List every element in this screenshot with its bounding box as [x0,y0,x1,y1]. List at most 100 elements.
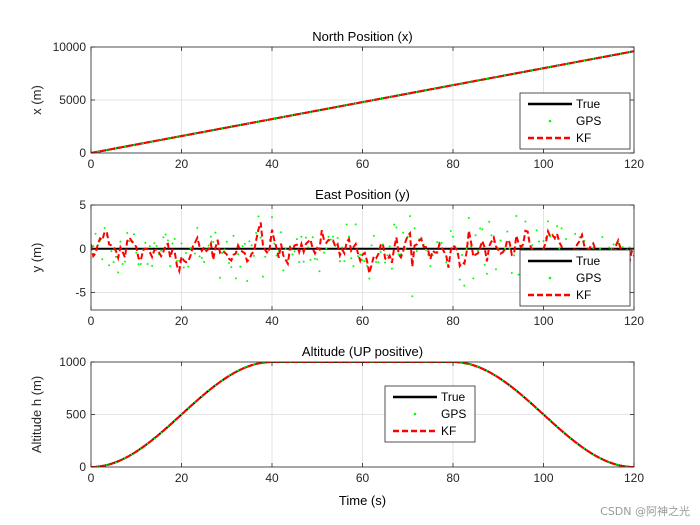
gps-point [343,260,346,263]
gps-point [92,245,95,248]
gps-point [524,220,527,223]
x-tick-label: 60 [356,157,370,171]
gps-point [531,244,534,247]
gps-point [366,264,369,267]
gps-point [128,240,131,243]
gps-point [151,264,154,267]
gps-point [271,216,273,219]
gps-point [232,234,235,237]
gps-point [130,453,133,456]
gps-point [576,442,579,445]
gps-point [318,270,321,273]
gps-point [105,464,108,467]
gps-point [499,239,502,242]
gps-point [535,407,538,410]
legend-box [519,249,631,307]
y-tick-label: 0 [79,460,86,474]
gps-point [164,233,167,236]
gps-point [461,362,464,364]
gps-point [212,129,215,132]
gps-point [243,242,246,245]
gps-point [282,269,285,272]
data-layer [91,50,634,153]
y-tick-label: 500 [66,408,86,422]
gps-point [556,425,559,428]
gps-point [540,67,543,70]
gps-point [169,265,172,268]
x-tick-label: 0 [88,314,95,328]
gps-point [574,232,577,235]
gps-point [617,463,620,466]
gps-point [162,236,165,239]
gps-point [415,250,418,253]
gps-point [239,265,242,268]
legend-box [519,92,631,150]
gps-point [549,65,552,68]
legend-label-gps: GPS [576,271,601,285]
y-axis-label: y (m) [29,243,44,273]
gps-point [458,278,461,281]
gps-point [207,244,210,247]
gps-point [547,220,550,223]
gps-point [228,261,231,264]
gps-point [370,244,373,247]
gps-point [166,239,169,242]
gps-point [445,261,448,264]
gps-point [508,384,511,387]
gps-point [583,59,586,62]
y-tick-label: 10000 [53,40,87,54]
series-kf-line [91,50,634,153]
gps-point [350,257,353,260]
legend: True GPS KF [519,249,631,307]
gps-point [196,226,199,229]
gps-point [345,223,348,226]
gps-point [280,231,283,234]
gps-point [139,263,142,266]
gps-point [436,241,439,244]
gps-point [203,260,206,263]
gps-point [356,255,359,258]
data-layer [91,215,634,298]
gps-point [442,85,445,88]
x-tick-label: 0 [88,157,95,171]
x-tick-label: 100 [533,157,553,171]
gps-point [608,461,611,464]
gps-point [515,389,518,392]
gps-point [255,232,258,235]
legend-gps-swatch [548,119,552,123]
gps-point [148,245,151,248]
gps-point [501,379,504,382]
y-axis-label: x (m) [29,85,44,115]
gps-point [336,105,339,108]
gps-point [621,246,624,249]
gps-point [178,259,181,262]
gps-point [119,240,122,243]
y-tick-label: 0 [79,146,86,160]
gps-point [103,227,106,230]
gps-point [504,74,507,77]
gps-point [302,260,305,263]
y-tick-label: 5 [79,198,86,212]
legend: True GPS KF [519,92,631,150]
gps-point [291,114,294,117]
gps-point [221,127,224,130]
gps-point [388,96,391,99]
gps-point [513,72,516,75]
gps-point [610,248,613,251]
gps-point [354,223,357,226]
gps-point [601,56,604,59]
gps-point [506,230,509,233]
gps-point [203,130,206,133]
gps-point [485,369,488,372]
gps-point [223,248,226,251]
gps-point [307,246,310,249]
gps-point [488,220,491,223]
gps-point [153,437,156,440]
gps-point [409,215,412,218]
gps-point [189,247,192,250]
gps-point [452,84,454,87]
gps-point [377,261,380,264]
gps-point [237,253,240,256]
gps-point [599,457,602,460]
